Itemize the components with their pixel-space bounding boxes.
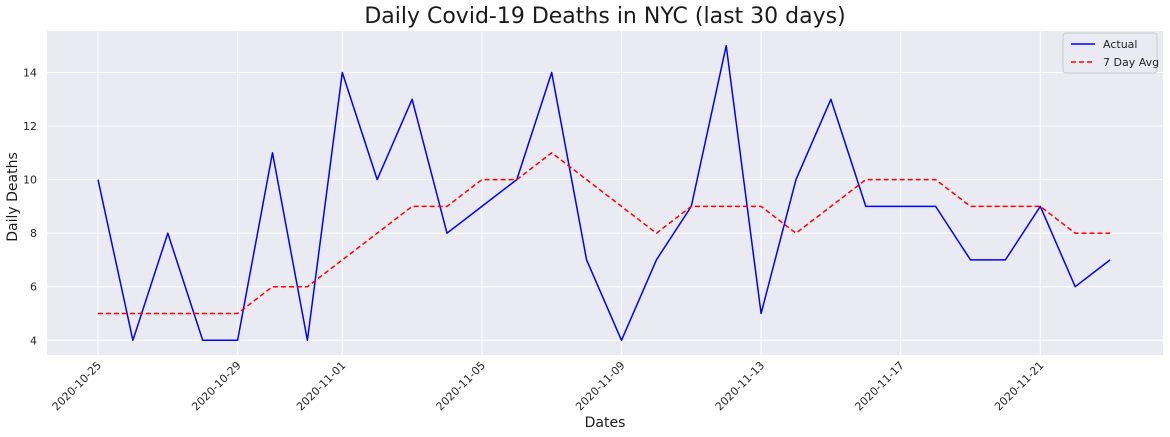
x-tick-label: 2020-11-21: [992, 359, 1046, 413]
y-tick-label: 6: [30, 281, 37, 294]
y-tick-label: 12: [23, 120, 37, 133]
chart-title: Daily Covid-19 Deaths in NYC (last 30 da…: [364, 4, 845, 29]
x-tick-label: 2020-10-25: [50, 359, 104, 413]
y-tick-label: 4: [30, 334, 37, 347]
y-axis-label: Daily Deaths: [5, 152, 21, 242]
x-tick-label: 2020-11-09: [573, 359, 627, 413]
legend-label: Actual: [1103, 38, 1137, 51]
legend-box: [1062, 32, 1158, 74]
y-tick-label: 10: [23, 174, 37, 187]
series-layer: [97, 44, 1111, 342]
x-tick-label: 2020-11-13: [713, 359, 767, 413]
grid: [47, 31, 1163, 355]
legend: Actual 7 Day Avg: [1062, 32, 1159, 74]
plot-area: [47, 31, 1163, 355]
series-line-7-day-avg: [98, 152, 1111, 315]
y-tick-label: 14: [23, 67, 37, 80]
x-tick-label: 2020-11-17: [852, 359, 906, 413]
y-tick-label: 8: [30, 227, 37, 240]
x-tick-label: 2020-10-29: [189, 359, 243, 413]
x-tick-label: 2020-11-05: [434, 359, 488, 413]
x-tick-label: 2020-11-01: [294, 359, 348, 413]
series-line-actual: [97, 44, 1111, 342]
legend-label: 7 Day Avg: [1103, 56, 1159, 69]
x-axis-label: Dates: [585, 415, 626, 431]
